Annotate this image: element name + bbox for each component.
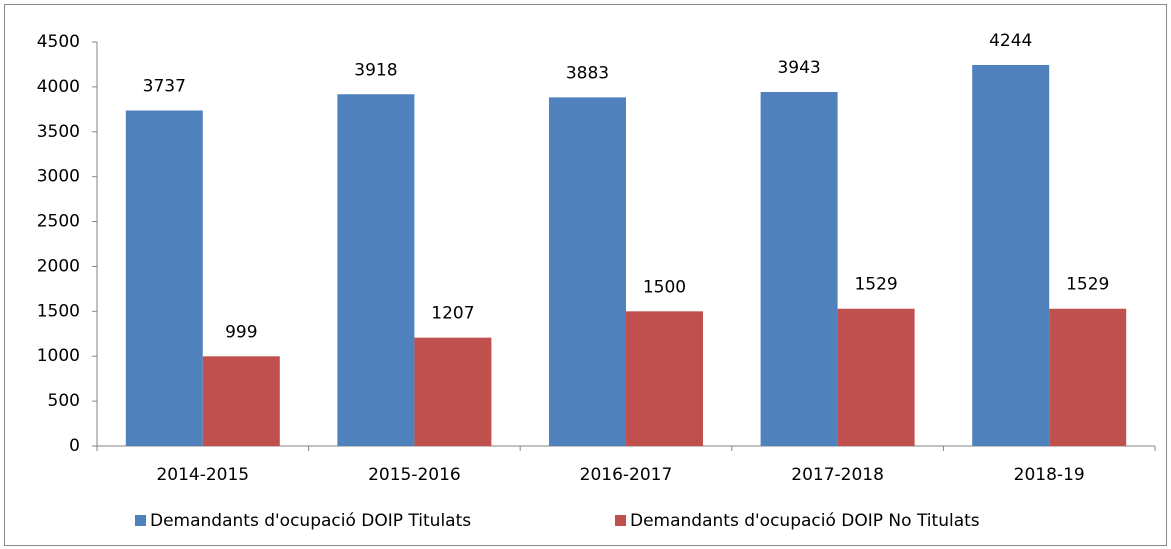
x-tick-label: 2016-2017 <box>580 465 673 485</box>
data-label: 3918 <box>354 60 397 80</box>
data-label: 999 <box>225 322 257 342</box>
y-tick-label: 1000 <box>37 346 80 366</box>
y-tick-label: 4000 <box>37 77 80 97</box>
data-label: 4244 <box>989 31 1032 51</box>
x-tick-label: 2018-19 <box>1014 465 1085 485</box>
bar <box>125 110 203 447</box>
data-label: 3943 <box>777 58 820 78</box>
y-tick-label: 3500 <box>37 122 80 142</box>
y-tick-label: 500 <box>48 391 80 411</box>
bar <box>337 94 415 446</box>
bar <box>972 64 1050 447</box>
y-tick-label: 4500 <box>37 32 80 52</box>
bar <box>202 356 280 446</box>
data-label: 3883 <box>566 63 609 83</box>
bar <box>626 311 703 446</box>
legend-swatch <box>135 515 146 526</box>
legend-label: Demandants d'ocupació DOIP No Titulats <box>630 511 980 531</box>
data-label: 1500 <box>643 277 686 297</box>
x-tick-label: 2014-2015 <box>156 465 249 485</box>
y-tick-label: 0 <box>69 436 80 456</box>
data-label: 1207 <box>431 304 474 324</box>
y-tick-label: 1500 <box>37 301 80 321</box>
x-tick-label: 2017-2018 <box>791 465 884 485</box>
x-tick-label: 2015-2016 <box>368 465 461 485</box>
data-label: 3737 <box>143 77 186 97</box>
bar <box>414 337 492 446</box>
y-tick-label: 2500 <box>37 212 80 232</box>
bar <box>1049 308 1127 446</box>
bar <box>760 92 838 446</box>
data-label: 1529 <box>854 275 897 295</box>
bar <box>549 97 626 447</box>
y-tick-label: 3000 <box>37 167 80 187</box>
legend-label: Demandants d'ocupació DOIP Titulats <box>150 511 471 531</box>
data-label: 1529 <box>1066 275 1109 295</box>
y-tick-label: 2000 <box>37 256 80 276</box>
legend-swatch <box>615 515 626 526</box>
bar <box>837 308 915 446</box>
